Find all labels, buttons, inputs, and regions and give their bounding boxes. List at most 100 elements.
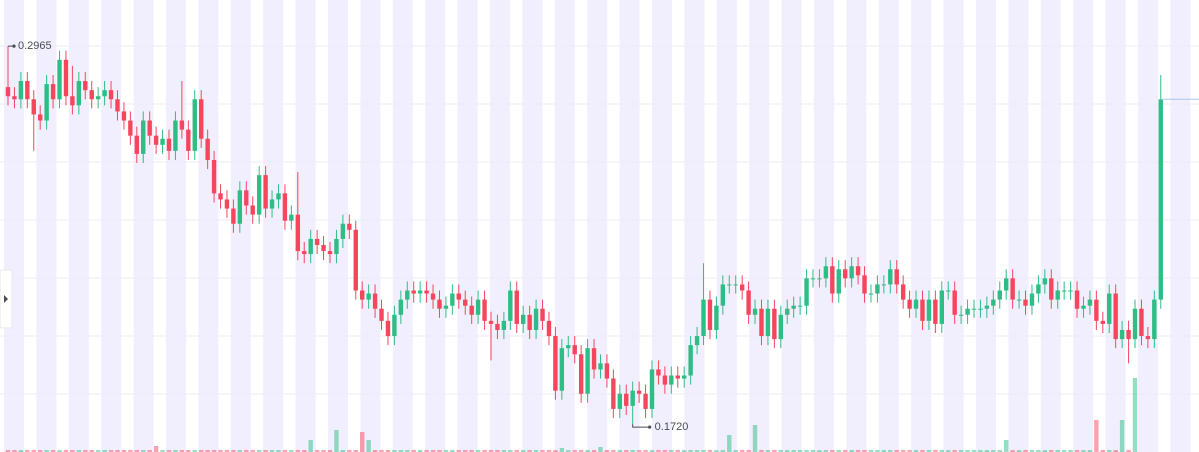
volume-bar	[1100, 450, 1105, 452]
candle-body	[12, 96, 17, 100]
volume-bar	[759, 450, 764, 452]
volume-bar	[694, 450, 700, 452]
stripe	[911, 0, 932, 452]
volume-bar	[231, 450, 236, 452]
volume-bar	[585, 450, 590, 452]
candle-body	[166, 138, 172, 151]
volume-bar	[939, 450, 944, 452]
candle-body	[366, 293, 371, 300]
candle-body	[1004, 278, 1009, 291]
candle-body	[952, 290, 957, 315]
volume-bar	[1061, 450, 1067, 452]
volume-bar	[946, 450, 951, 452]
candle-body	[340, 223, 346, 239]
volume-bar	[540, 450, 545, 452]
volume-bar	[495, 450, 500, 452]
volume-bar	[591, 450, 597, 452]
volume-bar	[199, 450, 204, 452]
volume-bar	[1049, 450, 1054, 452]
candle-body	[759, 308, 764, 337]
candle-body	[231, 208, 236, 224]
stripe	[846, 0, 867, 452]
volume-bar	[50, 450, 56, 452]
candle-body	[501, 320, 507, 330]
stripe	[619, 0, 640, 452]
candle-body	[411, 290, 416, 294]
candle-body	[456, 293, 461, 300]
candle-body	[920, 299, 925, 321]
candle-body	[772, 308, 777, 340]
candle-body	[121, 111, 127, 121]
candle-body	[875, 284, 880, 294]
candle-body	[50, 84, 56, 100]
plot: 0.2965 0.1720	[5, 40, 1199, 452]
volume-bar	[12, 450, 17, 452]
volume-bar	[44, 450, 49, 452]
candle-body	[1139, 308, 1144, 337]
volume-bar	[888, 450, 893, 452]
annotation-dot	[12, 44, 16, 48]
volume-bar	[160, 450, 165, 452]
volume-bar	[205, 450, 210, 452]
stripe	[1105, 0, 1126, 452]
annotation-line	[632, 424, 650, 428]
volume-bar	[360, 432, 365, 452]
volume-bar	[173, 450, 178, 452]
candle-body	[1055, 290, 1060, 300]
candle-body	[417, 290, 423, 294]
candle-body	[1113, 293, 1118, 340]
volume-bar	[95, 450, 101, 452]
candle-body	[314, 238, 320, 245]
volume-bar	[1094, 420, 1099, 452]
candle-body	[675, 375, 680, 379]
volume-bar	[727, 435, 732, 452]
candle-body	[347, 223, 352, 230]
volume-bar	[1042, 450, 1048, 452]
candle-body	[379, 308, 384, 321]
candle-body	[881, 284, 887, 286]
stripe	[716, 0, 737, 452]
volume-bar	[714, 450, 719, 452]
volume-bar	[1081, 450, 1086, 452]
volume-bar	[1119, 420, 1125, 452]
volume-bar	[662, 450, 668, 452]
candle-body	[630, 390, 635, 406]
volume-bar	[1107, 450, 1112, 452]
volume-bar	[282, 450, 288, 452]
candle-body	[946, 290, 951, 292]
candle-body	[256, 175, 262, 215]
stripe	[68, 0, 89, 452]
volume-bar	[514, 450, 519, 452]
volume-bar	[308, 440, 313, 452]
candle-body	[791, 305, 796, 309]
candle-body	[553, 336, 558, 391]
volume-bar	[643, 450, 648, 452]
volume-bar	[855, 450, 861, 452]
volume-bar	[121, 450, 127, 452]
volume-bar	[289, 450, 294, 452]
volume-bar	[269, 450, 275, 452]
stripe	[4, 0, 24, 452]
volume-bar	[1010, 450, 1015, 452]
volume-bar	[475, 450, 481, 452]
candle-body	[997, 290, 1002, 300]
candle-body	[572, 345, 577, 355]
candle-body	[694, 336, 700, 346]
candle-body	[611, 378, 616, 409]
candle-body	[360, 290, 365, 300]
volume-bar	[443, 450, 449, 452]
candle-body	[752, 308, 758, 315]
volume-bar	[1004, 440, 1009, 452]
volume-bar	[115, 450, 120, 452]
candle-body	[199, 99, 204, 139]
volume-bar	[508, 450, 513, 452]
volume-bar	[907, 450, 912, 452]
candle-body	[160, 138, 165, 145]
volume-bar	[752, 425, 758, 452]
volume-bar	[379, 450, 384, 452]
volume-bar	[836, 450, 841, 452]
volume-bar	[1132, 378, 1138, 452]
candle-body	[727, 284, 732, 286]
volume-bar	[366, 440, 371, 452]
